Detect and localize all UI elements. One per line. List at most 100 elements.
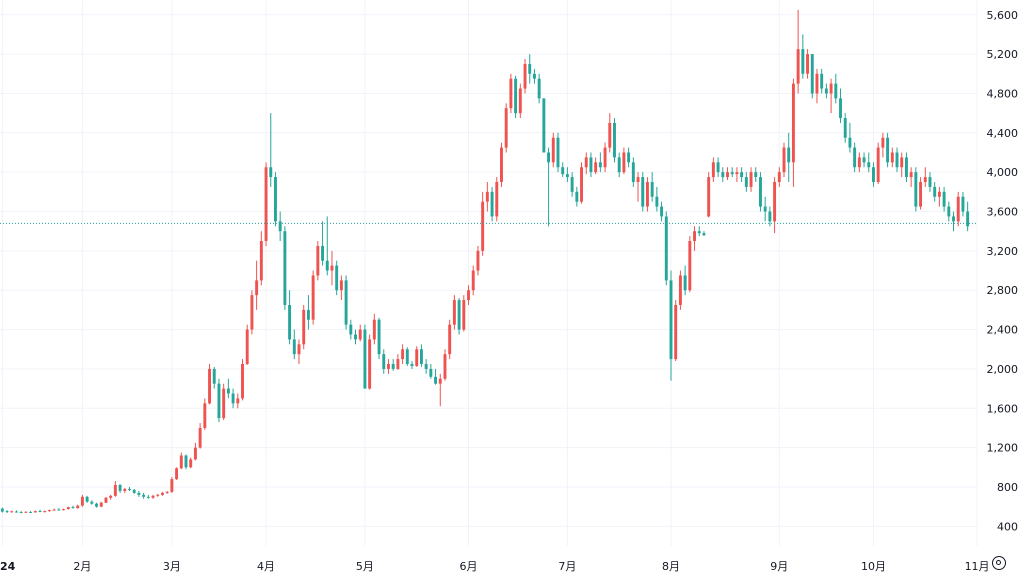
candle-body — [594, 162, 598, 173]
candle-body — [481, 201, 485, 251]
candle-body — [321, 245, 325, 261]
candle-body — [189, 459, 193, 468]
candle-body — [193, 447, 197, 460]
grid — [0, 0, 978, 546]
x-tick-label: 4月 — [257, 560, 275, 573]
candle-body — [0, 508, 4, 512]
candle-body — [316, 245, 320, 276]
x-tick-label: 9月 — [770, 560, 788, 573]
candle-body — [697, 231, 701, 234]
candle-body — [410, 364, 414, 366]
candle-body — [608, 122, 612, 148]
candle-body — [448, 324, 452, 355]
candle-body — [570, 177, 574, 192]
candle-body — [617, 157, 621, 173]
candle-body — [292, 339, 296, 355]
candle-body — [38, 511, 42, 513]
candle-body — [443, 354, 447, 379]
candle-body — [636, 177, 640, 182]
candle-body — [749, 172, 753, 187]
y-tick-label: 5,600 — [987, 9, 1019, 22]
candle-body — [561, 167, 565, 175]
candle-body — [881, 137, 885, 148]
candle-body — [754, 172, 758, 178]
candle-body — [966, 211, 970, 227]
y-tick-label: 3,600 — [987, 206, 1019, 219]
candle-body — [95, 503, 98, 507]
candle-body — [641, 177, 645, 207]
candle-body — [179, 455, 183, 469]
candle-body — [622, 152, 626, 173]
candle-body — [782, 147, 786, 173]
x-tick-label: 2月 — [73, 560, 91, 573]
candle-body — [551, 137, 555, 163]
candle-body — [278, 221, 282, 232]
candle-body — [236, 398, 240, 404]
candle-body — [867, 162, 871, 168]
candle-body — [952, 216, 955, 222]
candle-body — [104, 497, 108, 503]
candle-body — [584, 157, 588, 168]
candle-body — [810, 54, 814, 94]
candle-body — [759, 177, 762, 207]
candle-body — [843, 118, 847, 138]
candle-body — [387, 364, 390, 369]
candle-body — [165, 491, 169, 493]
y-tick-label: 3,200 — [987, 245, 1019, 258]
candle-body — [80, 496, 84, 506]
candle-body — [349, 324, 353, 335]
candle-body — [872, 167, 875, 182]
candle-body — [735, 172, 739, 175]
candle-body — [683, 275, 687, 291]
candle-body — [57, 509, 61, 511]
candle-body — [768, 211, 772, 222]
candle-body — [434, 376, 438, 384]
candle-body — [890, 152, 894, 163]
candle-body — [66, 507, 70, 510]
candle-body — [255, 280, 259, 296]
candle-body — [438, 378, 442, 384]
candle-body — [452, 300, 456, 325]
candle-body — [674, 304, 678, 360]
x-axis[interactable]: 24 2月 3月 4月 5月 6月 7月 8月 9月 10月 11月 — [0, 560, 990, 573]
candle-body — [862, 157, 866, 163]
candle-body — [259, 241, 263, 281]
candle-body — [156, 494, 160, 496]
candle-body — [226, 388, 230, 394]
candle-body — [217, 383, 221, 419]
gear-icon[interactable] — [992, 556, 1006, 570]
candle-body — [476, 250, 480, 271]
candle-body — [824, 88, 828, 94]
candle-body — [19, 512, 23, 514]
candle-body — [344, 280, 348, 325]
y-axis[interactable]: 400 800 1,200 1,600 2,000 2,400 2,800 3,200 3,60… — [987, 9, 1019, 534]
candle-body — [29, 511, 33, 513]
candle-body — [518, 88, 522, 114]
candle-body — [900, 157, 904, 168]
candle-body — [288, 304, 292, 340]
candle-body — [142, 494, 146, 497]
candle-body — [627, 152, 631, 163]
candle-body — [146, 496, 150, 498]
candle-body — [895, 152, 899, 168]
y-tick-label: 1,200 — [987, 442, 1019, 455]
candle-body — [109, 495, 113, 498]
candle-body — [542, 98, 546, 153]
candle-body — [302, 309, 306, 345]
candle-body — [664, 216, 668, 281]
candle-body — [829, 83, 833, 94]
candle-body — [537, 78, 541, 99]
candle-body — [245, 329, 249, 364]
candle-body — [956, 196, 960, 222]
candle-body — [264, 167, 268, 242]
candle-body — [123, 488, 127, 491]
candle-body — [396, 359, 400, 369]
candle-body — [565, 174, 569, 178]
candle-body — [853, 147, 857, 168]
candle-body — [377, 319, 381, 355]
candle-body — [424, 364, 428, 369]
candle-body — [688, 241, 692, 291]
candle-body — [589, 157, 593, 173]
